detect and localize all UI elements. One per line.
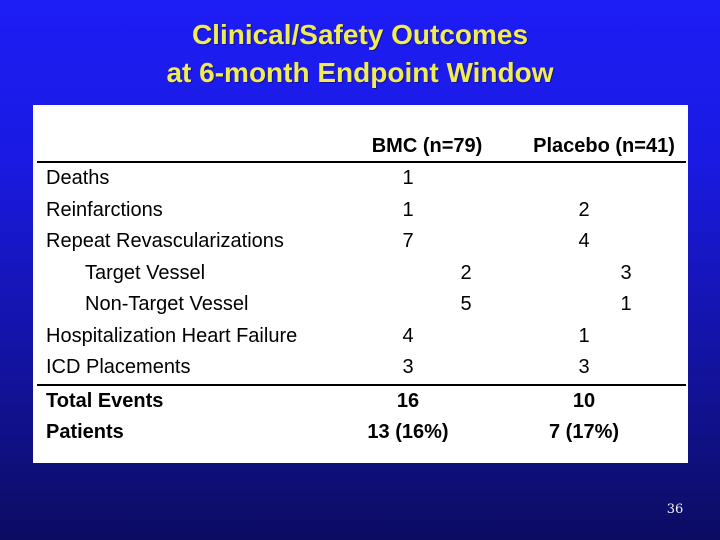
bmc-value: 7 bbox=[402, 230, 414, 252]
table-row: Reinfarctions 1 2 bbox=[33, 195, 688, 227]
bmc-value: 3 bbox=[402, 356, 414, 378]
placebo-value: 4 bbox=[578, 230, 590, 252]
placebo-value: 7 (17%) bbox=[548, 421, 620, 443]
row-label: Total Events bbox=[46, 389, 164, 412]
table-row: Hospitalization Heart Failure 4 1 bbox=[33, 321, 688, 353]
bmc-value: 5 bbox=[460, 293, 472, 315]
column-header-placebo: Placebo (n=41) bbox=[533, 135, 675, 157]
bmc-value: 1 bbox=[402, 167, 414, 189]
row-label: Patients bbox=[46, 421, 124, 443]
row-label: Reinfarctions bbox=[46, 198, 163, 221]
table-header: BMC (n=79) Placebo (n=41) bbox=[33, 105, 688, 161]
placebo-value: 1 bbox=[620, 293, 632, 315]
table-row: ICD Placements 3 3 bbox=[37, 352, 686, 386]
table-row: Non-Target Vessel 5 1 bbox=[33, 289, 688, 321]
slide-title: Clinical/Safety Outcomes at 6-month Endp… bbox=[0, 16, 720, 92]
bmc-value: 13 (16%) bbox=[367, 421, 449, 443]
placebo-value: 3 bbox=[620, 261, 632, 284]
row-label: Target Vessel bbox=[85, 261, 206, 284]
placebo-value: 1 bbox=[578, 324, 590, 347]
table-row: Deaths 1 bbox=[33, 163, 688, 195]
outcomes-table: BMC (n=79) Placebo (n=41) Deaths 1 Reinf… bbox=[33, 105, 688, 463]
row-label: Deaths bbox=[46, 167, 110, 189]
bmc-value: 16 bbox=[396, 389, 420, 412]
table-row: Total Events 16 10 bbox=[33, 386, 688, 418]
row-label: Repeat Revascularizations bbox=[46, 230, 284, 252]
table-row: Patients 13 (16%) 7 (17%) bbox=[33, 417, 688, 449]
row-label: ICD Placements bbox=[46, 356, 191, 378]
row-label: Hospitalization Heart Failure bbox=[46, 324, 298, 347]
placebo-value: 3 bbox=[578, 356, 590, 378]
page-number: 36 bbox=[666, 502, 684, 517]
bmc-value: 2 bbox=[460, 261, 472, 284]
header-rule bbox=[37, 161, 686, 163]
table-body: Deaths 1 Reinfarctions 1 2 Repeat Revasc… bbox=[33, 163, 688, 449]
table-row: Repeat Revascularizations 7 4 bbox=[33, 226, 688, 258]
column-header-bmc: BMC (n=79) bbox=[371, 135, 483, 157]
placebo-value: 2 bbox=[578, 198, 590, 221]
bmc-value: 4 bbox=[402, 324, 414, 347]
slide-title-line2: at 6-month Endpoint Window bbox=[166, 57, 554, 88]
slide-title-line1: Clinical/Safety Outcomes bbox=[191, 19, 529, 50]
placebo-value: 10 bbox=[572, 389, 596, 412]
bmc-value: 1 bbox=[402, 198, 414, 221]
table-row: Target Vessel 2 3 bbox=[33, 258, 688, 290]
row-label: Non-Target Vessel bbox=[85, 293, 249, 315]
